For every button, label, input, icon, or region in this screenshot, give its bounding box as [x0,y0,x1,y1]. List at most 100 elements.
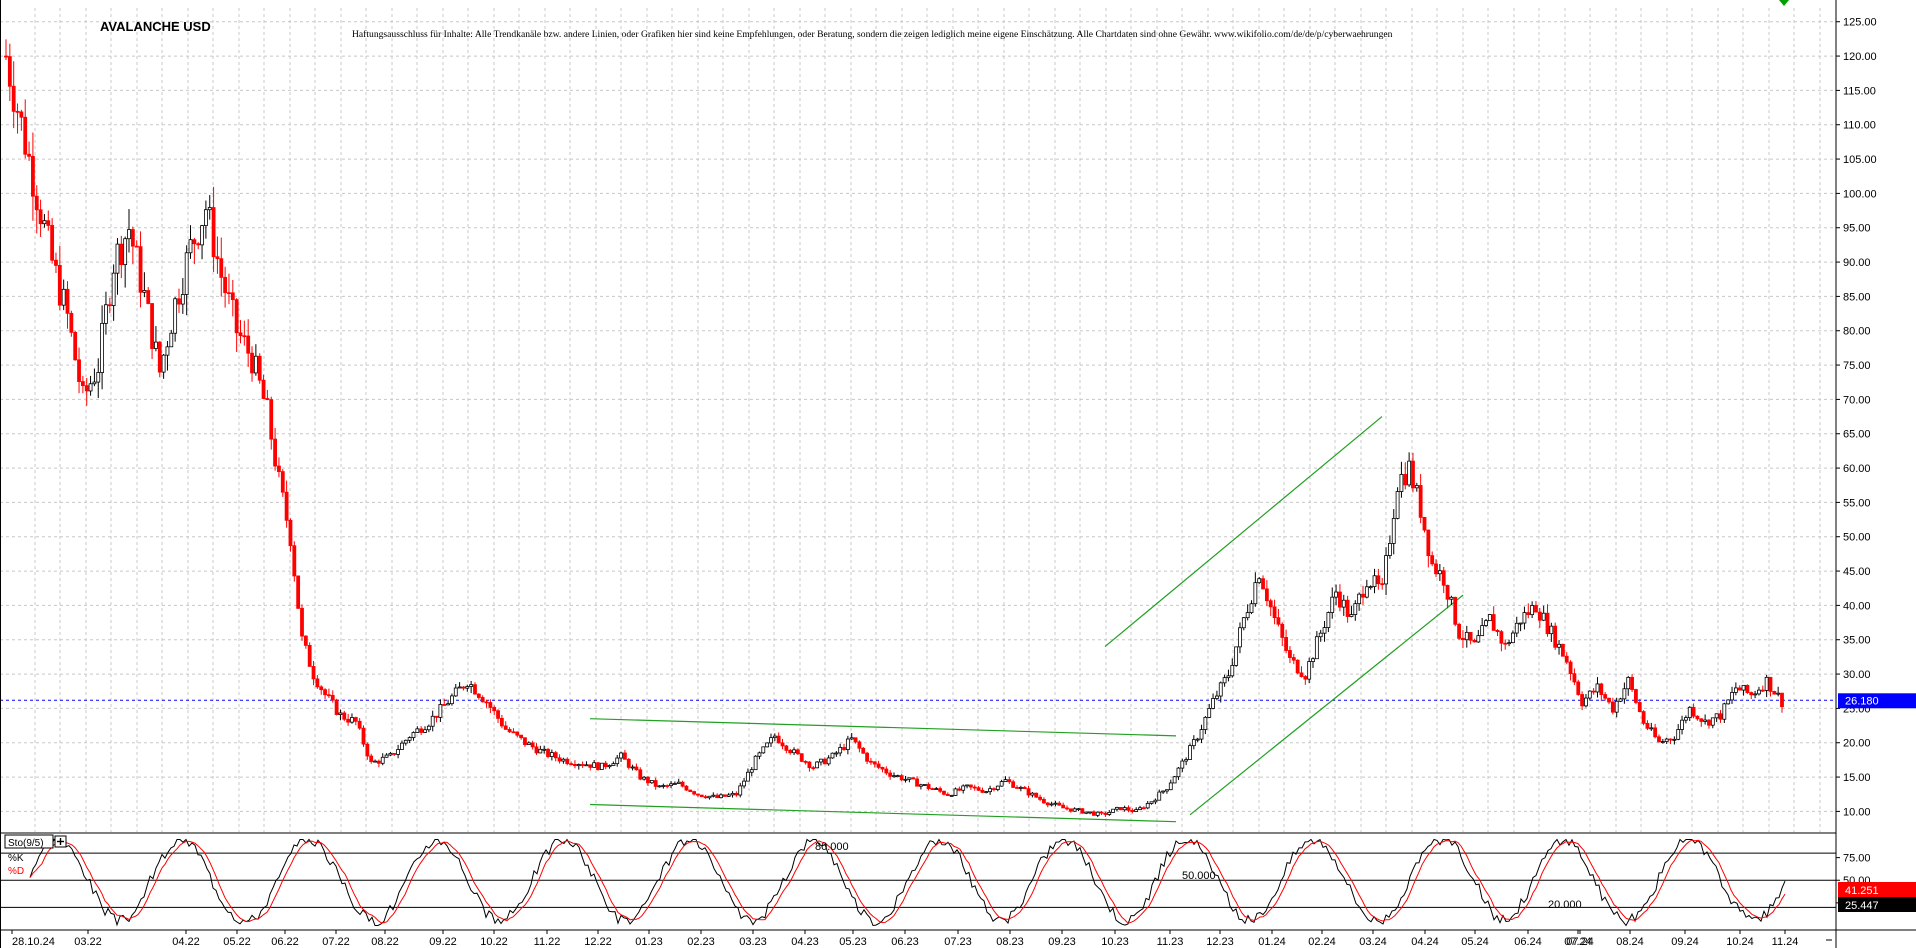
candle-body [842,747,846,750]
candle-body [350,717,354,723]
candle-body [1026,788,1031,796]
candle-body [1272,606,1277,619]
candle-body [1718,713,1723,720]
x-tick-label: 01.24 [1258,936,1286,948]
candle-body [615,757,620,765]
candle-body [1441,570,1446,586]
candle-body [626,758,631,768]
candle-body [830,752,835,759]
candle-body [526,742,531,746]
candle-body [803,761,808,763]
y-tick-label: 35.00 [1843,635,1871,647]
candle-body [576,764,581,767]
candle-body [1288,650,1292,658]
x-tick-label: 09.22 [429,936,457,948]
candle-body [1514,622,1519,634]
candle-body [1203,716,1208,730]
candle-body [192,239,197,245]
candle-body [1280,623,1285,638]
candle-body [661,785,666,787]
candle-body [1003,779,1008,783]
candle-body [676,781,681,784]
candle-body [1015,787,1019,789]
candle-body [1403,474,1408,486]
candle-body [315,678,320,688]
candle-body [934,788,939,791]
candle-body [311,666,316,680]
x-tick-label: 03.24 [1359,936,1387,948]
candle-body [1115,806,1119,810]
candle-body [1407,460,1412,486]
candle-body [761,746,766,754]
candle-body [1491,614,1496,631]
candle-body [1057,802,1062,806]
candle-body [134,245,139,248]
candle-body [765,742,770,748]
candle-body [415,728,420,733]
stoch-level-50: 50.000 [1182,870,1216,882]
candle-body [1168,782,1173,791]
candle-body [565,758,570,765]
candle-body [984,791,989,794]
x-tick-label: 08.22 [371,936,399,948]
candle-body [338,712,343,715]
indicator-tab[interactable]: Sto(9/5) [4,834,54,849]
candle-body [1161,790,1165,793]
x-tick-label: 03.22 [74,936,102,948]
candle-body [619,752,623,759]
stoch-d-line [29,839,1786,924]
candle-body [1722,703,1727,720]
candle-body [1149,801,1154,804]
candle-body [46,220,51,226]
candle-body [296,575,301,609]
candle-body [469,684,474,687]
candle-body [1330,596,1335,613]
candle-body [872,761,877,765]
candle-body [42,220,47,225]
candle-body [496,710,500,719]
candle-body [1065,807,1069,810]
y-tick-label: 120.00 [1843,51,1877,63]
candle-body [703,796,708,799]
candles [4,39,1784,818]
candle-body [1776,692,1781,695]
candle-body [569,763,573,766]
candle-body [1253,582,1258,605]
y-tick-label: 75.00 [1843,360,1871,372]
candle-body [373,760,377,763]
candle-body [1553,625,1558,648]
candle-body [407,737,412,741]
x-tick-label: 06.22 [271,936,299,948]
candle-body [1318,632,1323,638]
candle-body [430,715,435,727]
candle-body [1141,807,1146,810]
candle-body [1353,603,1358,615]
candle-body [1165,789,1169,792]
candle-body [988,788,993,793]
candle-body [96,372,101,383]
candle-body [880,767,885,770]
candle-body [77,359,81,382]
candle-body [557,757,562,762]
candle-body [888,772,893,777]
candle-body [219,258,224,278]
candle-body [1034,792,1039,798]
candle-body [753,755,758,771]
candle-body [734,792,739,796]
candle-body [300,607,304,637]
indicator-expand-icon[interactable] [54,835,67,848]
candle-body [515,731,520,736]
candle-body [388,753,393,756]
candle-body [1576,681,1581,695]
candle-body [1195,738,1200,741]
candle-body [1091,811,1096,816]
candle-body [465,686,470,689]
candle-body [957,788,962,791]
candle-body [234,299,239,334]
candle-body [1664,738,1669,742]
candle-body [1541,612,1546,621]
candle-body [31,155,35,197]
candle-body [1411,460,1415,489]
candle-body [238,332,243,337]
candle-body [1595,683,1600,693]
